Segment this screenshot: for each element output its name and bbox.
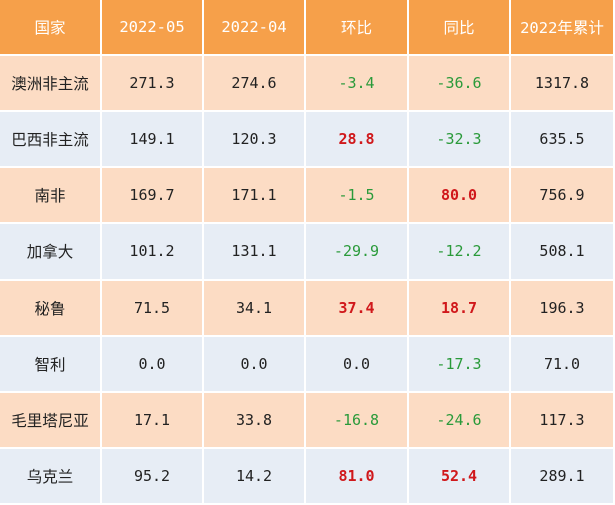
cell-mom: 37.4 (306, 280, 409, 337)
cell-yoy: -32.3 (409, 112, 511, 169)
cell-may: 101.2 (102, 224, 204, 281)
header-ytd: 2022年累计 (511, 0, 615, 56)
cell-ytd: 508.1 (511, 224, 615, 281)
cell-mom: -3.4 (306, 56, 409, 113)
cell-ytd: 635.5 (511, 112, 615, 169)
cell-mom: -1.5 (306, 168, 409, 225)
cell-mom: -29.9 (306, 224, 409, 281)
cell-country: 毛里塔尼亚 (0, 392, 102, 449)
cell-apr: 33.8 (204, 392, 306, 449)
cell-country: 巴西非主流 (0, 112, 102, 169)
cell-may: 71.5 (102, 280, 204, 337)
cell-country: 澳洲非主流 (0, 56, 102, 113)
cell-country: 秘鲁 (0, 280, 102, 337)
cell-apr: 0.0 (204, 336, 306, 393)
cell-may: 17.1 (102, 392, 204, 449)
cell-may: 95.2 (102, 448, 204, 505)
cell-apr: 171.1 (204, 168, 306, 225)
cell-mom: 0.0 (306, 336, 409, 393)
cell-mom: 81.0 (306, 448, 409, 505)
cell-ytd: 117.3 (511, 392, 615, 449)
cell-yoy: 52.4 (409, 448, 511, 505)
header-mom: 环比 (306, 0, 409, 56)
cell-ytd: 196.3 (511, 280, 615, 337)
cell-apr: 120.3 (204, 112, 306, 169)
header-country: 国家 (0, 0, 102, 56)
cell-yoy: 18.7 (409, 280, 511, 337)
cell-ytd: 756.9 (511, 168, 615, 225)
cell-apr: 131.1 (204, 224, 306, 281)
cell-yoy: -24.6 (409, 392, 511, 449)
header-yoy: 同比 (409, 0, 511, 56)
cell-mom: -16.8 (306, 392, 409, 449)
cell-country: 南非 (0, 168, 102, 225)
cell-ytd: 1317.8 (511, 56, 615, 113)
cell-may: 149.1 (102, 112, 204, 169)
cell-may: 0.0 (102, 336, 204, 393)
cell-apr: 274.6 (204, 56, 306, 113)
cell-yoy: -12.2 (409, 224, 511, 281)
cell-apr: 14.2 (204, 448, 306, 505)
cell-country: 乌克兰 (0, 448, 102, 505)
cell-yoy: -17.3 (409, 336, 511, 393)
cell-yoy: -36.6 (409, 56, 511, 113)
cell-mom: 28.8 (306, 112, 409, 169)
header-apr: 2022-04 (204, 0, 306, 56)
header-may: 2022-05 (102, 0, 204, 56)
cell-may: 169.7 (102, 168, 204, 225)
cell-yoy: 80.0 (409, 168, 511, 225)
cell-country: 加拿大 (0, 224, 102, 281)
cell-country: 智利 (0, 336, 102, 393)
cell-ytd: 289.1 (511, 448, 615, 505)
cell-may: 271.3 (102, 56, 204, 113)
cell-apr: 34.1 (204, 280, 306, 337)
cell-ytd: 71.0 (511, 336, 615, 393)
